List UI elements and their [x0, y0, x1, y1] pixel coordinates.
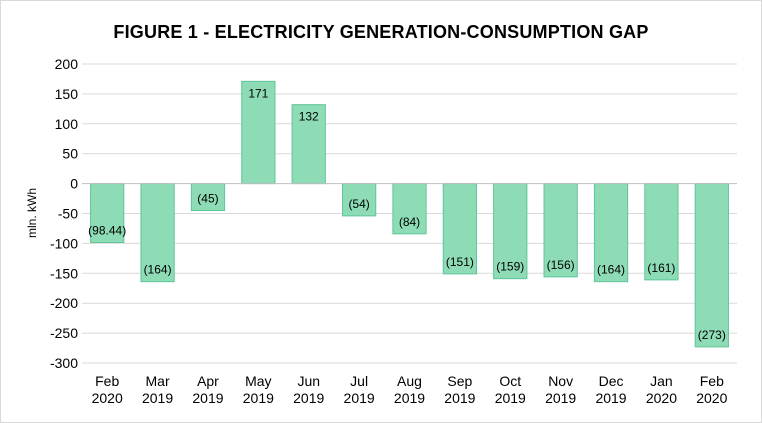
y-tick-label: -200 — [50, 295, 78, 311]
bar — [241, 80, 276, 185]
bar — [493, 183, 528, 280]
y-tick-label: 200 — [55, 56, 79, 72]
bar — [543, 183, 578, 278]
x-tick-label-month: May — [245, 373, 271, 389]
y-tick-label: -250 — [50, 325, 78, 341]
x-tick-label-month: Dec — [599, 373, 624, 389]
x-tick-label-month: Mar — [146, 373, 170, 389]
x-tick-label-month: Jan — [650, 373, 673, 389]
y-tick-label: -100 — [50, 235, 78, 251]
data-label: (273) — [698, 328, 726, 342]
data-label: (151) — [446, 255, 474, 269]
bar — [694, 183, 729, 348]
y-tick-label: -150 — [50, 265, 78, 281]
data-labels: (98.44) (164) (45) 171 132 (54) (84) (151) (159)… — [88, 86, 726, 342]
y-tick-label: -50 — [58, 206, 78, 222]
x-tick-labels: Feb2020Mar2019Apr2019May2019Jun2019Jul20… — [92, 373, 728, 406]
x-tick-label-year: 2019 — [394, 390, 425, 406]
data-label: (156) — [547, 258, 575, 272]
x-tick-label-year: 2019 — [293, 390, 324, 406]
x-tick-label-month: Feb — [95, 373, 119, 389]
x-tick-label-year: 2019 — [595, 390, 626, 406]
bar — [341, 183, 377, 217]
y-tick-labels: 200 150 100 50 0 -50 -100 -150 -200 -250 -300 — [50, 56, 78, 371]
x-tick-label-month: Apr — [197, 373, 219, 389]
x-tick-label-month: Aug — [397, 373, 422, 389]
x-tick-label-month: Oct — [499, 373, 521, 389]
x-tick-label-month: Jun — [297, 373, 320, 389]
x-tick-label-month: Sep — [447, 373, 472, 389]
x-tick-label-year: 2019 — [142, 390, 173, 406]
x-tick-label-year: 2020 — [92, 390, 123, 406]
x-tick-label-month: Nov — [548, 373, 573, 389]
x-tick-label-year: 2019 — [444, 390, 475, 406]
data-label: (84) — [399, 215, 420, 229]
x-tick-label-month: Jul — [350, 373, 368, 389]
bar — [291, 104, 326, 185]
data-label: (54) — [348, 197, 369, 211]
y-tick-label: 0 — [70, 176, 78, 192]
x-tick-label-year: 2020 — [646, 390, 677, 406]
data-label: (159) — [496, 260, 524, 274]
bars — [90, 80, 729, 348]
bar — [190, 183, 226, 212]
y-tick-label: 50 — [62, 146, 78, 162]
data-label: (164) — [144, 263, 172, 277]
x-tick-label-year: 2019 — [192, 390, 223, 406]
x-tick-label-year: 2019 — [344, 390, 375, 406]
chart-title: FIGURE 1 - ELECTRICITY GENERATION-CONSUM… — [113, 22, 649, 42]
data-label: (45) — [197, 192, 218, 206]
data-label: (164) — [597, 263, 625, 277]
x-tick-label-year: 2019 — [545, 390, 576, 406]
bar — [90, 183, 125, 243]
bar — [644, 183, 679, 281]
data-label: (98.44) — [88, 223, 126, 237]
y-tick-label: 100 — [55, 116, 79, 132]
y-tick-label: 150 — [55, 86, 79, 102]
data-label: (161) — [647, 261, 675, 275]
x-tick-label-year: 2020 — [696, 390, 727, 406]
x-tick-label-year: 2019 — [495, 390, 526, 406]
bar — [140, 183, 175, 283]
y-axis-label: mln. kWh — [25, 188, 39, 238]
bar — [442, 183, 478, 275]
x-tick-label-year: 2019 — [243, 390, 274, 406]
data-label: 132 — [299, 110, 319, 124]
y-tick-label: -300 — [50, 355, 78, 371]
x-tick-label-month: Feb — [700, 373, 724, 389]
data-label: 171 — [248, 86, 268, 100]
